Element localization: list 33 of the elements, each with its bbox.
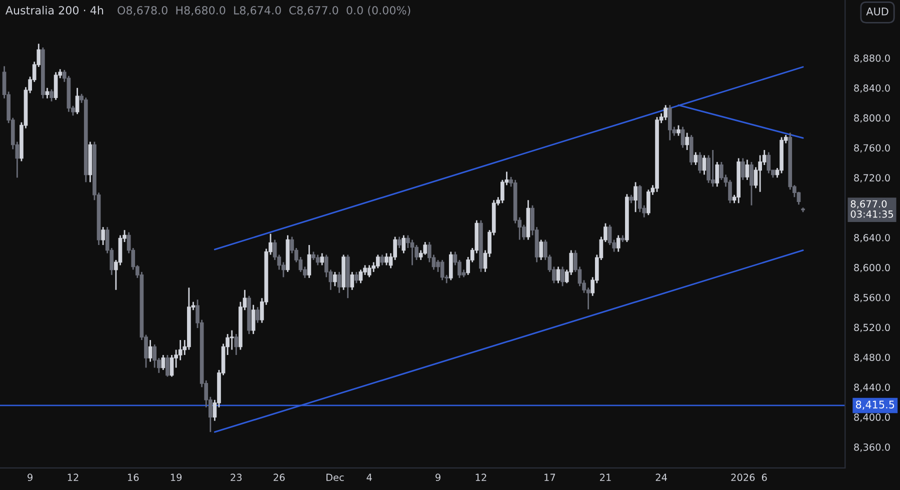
x-tick-label: 12: [68, 474, 78, 481]
ref-line-label: 8,415.5: [856, 400, 894, 410]
x-tick-label: Dec: [326, 474, 344, 482]
x-tick-label: 23: [230, 474, 242, 482]
y-tick-label: 8,760.0: [854, 144, 890, 153]
y-tick-label: 8,720.0: [854, 174, 890, 183]
x-tick-label: 16: [128, 474, 139, 482]
y-tick-label: 8,800.0: [854, 114, 890, 123]
y-tick-label: 8,360.0: [854, 443, 890, 452]
y-tick-label: 8,880.0: [854, 54, 890, 63]
y-tick-label: 8,520.0: [854, 324, 890, 332]
x-tick-label: 21: [600, 474, 611, 481]
chart-title: Australia 200 · 4h: [5, 6, 104, 14]
x-tick-label: 6: [762, 474, 767, 482]
y-tick-label: 8,440.0: [854, 384, 890, 392]
x-tick-label: 24: [656, 474, 667, 481]
y-axis-title: AUD: [866, 8, 888, 16]
x-tick-label: 26: [274, 474, 285, 482]
y-tick-label: 8,400.0: [854, 414, 890, 422]
y-tick-label: 8,480.0: [854, 354, 890, 362]
x-tick-label: 9: [436, 474, 440, 482]
x-tick-label: 19: [170, 474, 182, 482]
y-tick-label: 8,840.0: [854, 84, 890, 93]
y-tick-label: 8,600.0: [854, 264, 890, 272]
x-tick-label: 17: [544, 474, 556, 481]
x-tick-label: 12: [476, 474, 486, 481]
x-tick-label: 4: [366, 474, 372, 481]
x-tick-label: 9: [28, 474, 32, 482]
y-tick-label: 8,640.0: [854, 234, 890, 242]
y-tick-label: 8,560.0: [854, 294, 890, 302]
chart-subtitle: O8,678.0 H8,680.0 L8,674.0 C8,677.0 0.0 (0.00%): [118, 6, 410, 16]
x-tick-label: 2026: [731, 474, 755, 482]
text: 8,677.0 03:41:35: [850, 200, 893, 218]
